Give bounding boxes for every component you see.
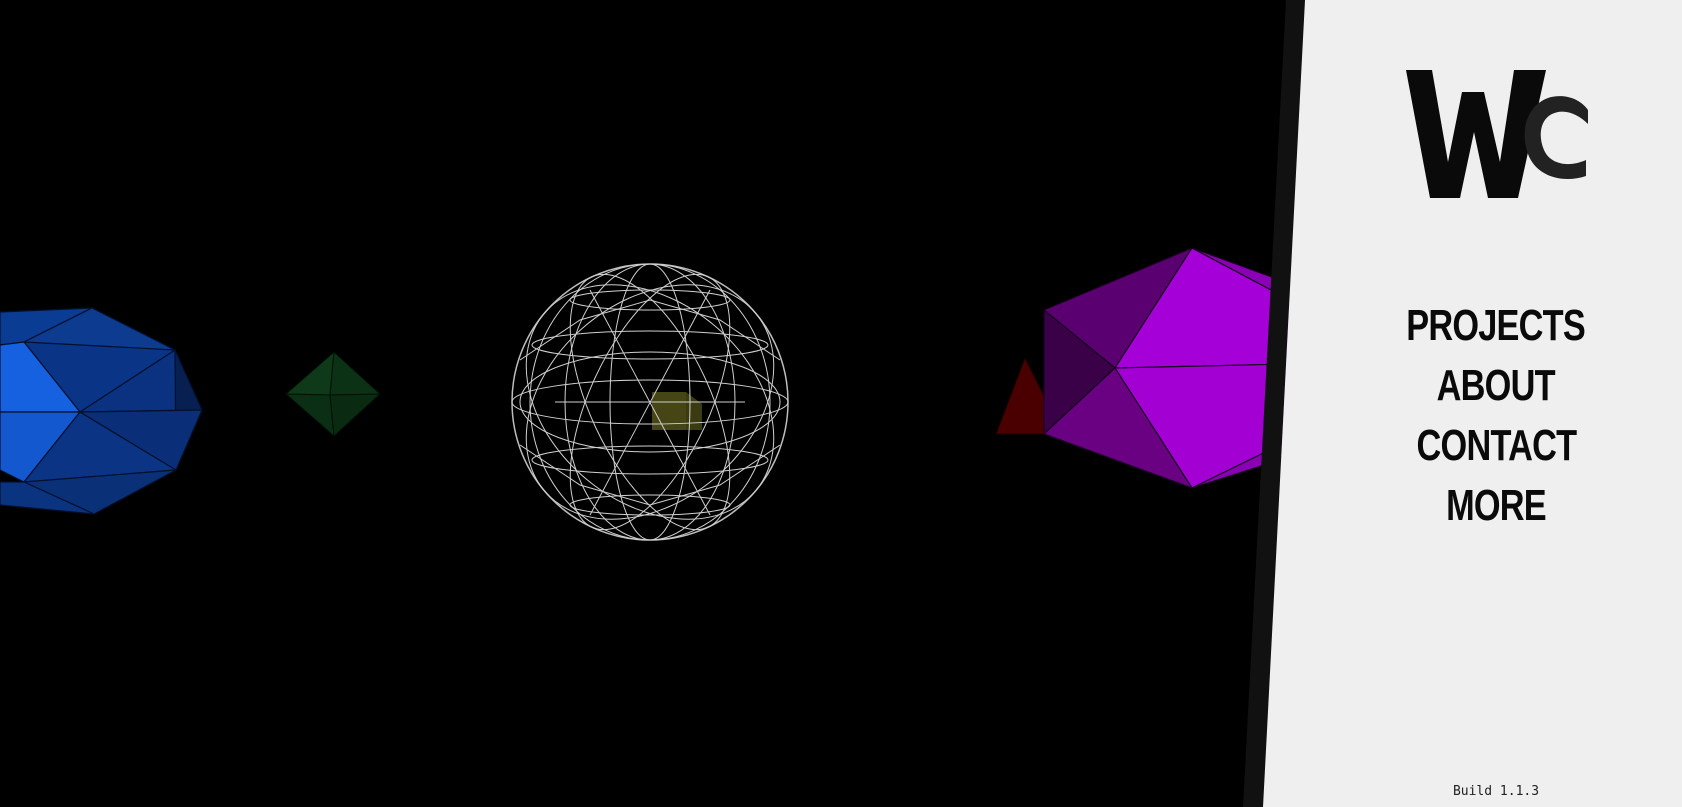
nav-about-link[interactable]: ABOUT [1436,361,1556,410]
red-tetrahedron-shape [995,356,1047,435]
blue-icosphere-shape [0,307,203,515]
main-nav: PROJECTS ABOUT CONTACT MORE [1395,296,1597,536]
build-version-label: Build 1.1.3 [1452,784,1540,799]
nav-projects-link[interactable]: PROJECTS [1406,301,1587,350]
green-octahedron-shape [285,351,381,437]
purple-icosahedron-shape [1043,247,1291,489]
nav-contact-link[interactable]: CONTACT [1416,421,1577,470]
wireframe-sphere-shape [511,263,789,541]
wc-logo-icon[interactable] [1404,66,1590,202]
nav-more-link[interactable]: MORE [1446,481,1547,530]
